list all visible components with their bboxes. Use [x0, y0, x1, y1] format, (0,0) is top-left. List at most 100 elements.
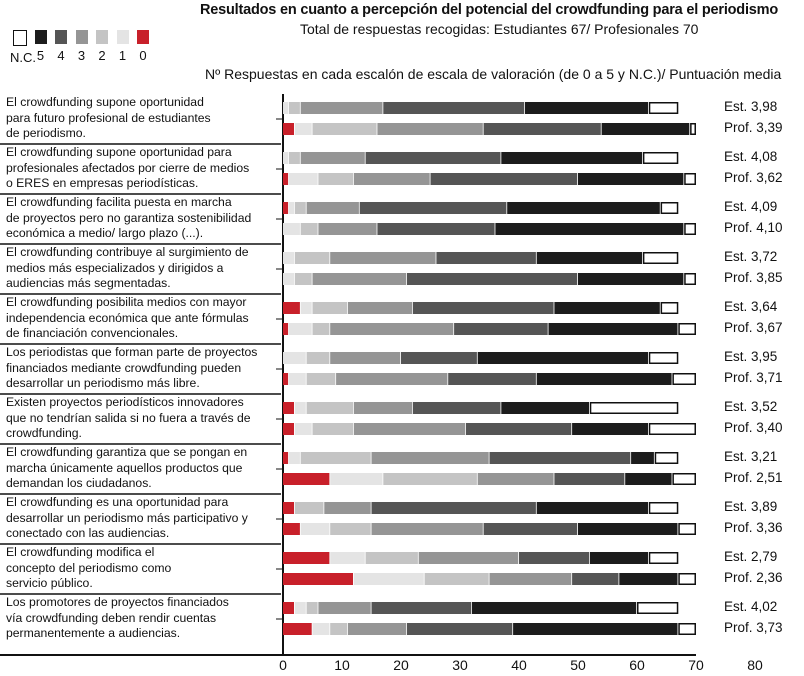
bar-segment-prof-2	[312, 423, 353, 435]
mean-score-est: Est. 3,21	[724, 449, 777, 464]
mean-value: 3,89	[751, 499, 778, 514]
bar-segment-prof-5	[578, 273, 684, 285]
bar-segment-est-0	[283, 552, 330, 564]
bar-segment-prof-1	[283, 223, 300, 235]
legend-entry-5: 5	[31, 30, 51, 63]
group-name: Est.	[724, 599, 752, 614]
row-label-line: de proyectos pero no garantiza sostenibi…	[6, 210, 252, 225]
legend-entry-2: 2	[92, 30, 112, 63]
bar-segment-prof-2	[424, 573, 489, 585]
bar-segment-est-3	[347, 302, 412, 314]
mean-score-est: Est. 3,52	[724, 399, 777, 414]
bar-segment-est-5	[524, 102, 648, 114]
bar-segment-est-5	[501, 402, 589, 414]
bar-segment-est-nc	[642, 252, 679, 264]
mean-value: 4,08	[751, 149, 778, 164]
bar-segment-est-5	[536, 252, 643, 264]
x-tick-label: 80	[747, 657, 763, 673]
row-label-line: independencia económica que ante fórmula…	[6, 310, 249, 325]
mean-value: 3,21	[751, 449, 778, 464]
bar-segment-prof-1	[283, 273, 294, 285]
group-name: Prof.	[724, 420, 757, 435]
mean-score-est: Est. 2,79	[724, 549, 777, 564]
bar-segment-prof-0	[283, 123, 294, 135]
x-tick-label: 50	[570, 657, 586, 673]
bar-segment-est-5	[501, 152, 643, 164]
bar-segment-est-nc	[637, 602, 679, 614]
bar-segment-prof-4	[554, 473, 625, 485]
legend-swatch	[96, 30, 108, 44]
legend-entry-1: 1	[113, 30, 133, 63]
row-label-line: de periodismo.	[6, 126, 86, 140]
bar-segment-est-4	[489, 452, 631, 464]
bar-segment-est-2	[294, 252, 330, 264]
bar-segment-prof-0	[283, 623, 312, 635]
bar-segment-prof-1	[288, 173, 318, 185]
bar-segment-est-3	[418, 552, 519, 564]
bar-segment-est-nc	[660, 202, 679, 214]
bar-segment-prof-4	[430, 173, 578, 185]
bar-segment-prof-5	[601, 123, 690, 135]
bar-segment-est-3	[300, 152, 365, 164]
bar-segment-prof-nc	[678, 323, 696, 335]
bar-segment-est-3	[371, 452, 489, 464]
bar-segment-est-1	[283, 252, 294, 264]
bar-segment-est-3	[324, 502, 371, 514]
mean-value: 3,71	[756, 370, 783, 385]
bar-segment-prof-5	[578, 523, 678, 535]
bar-segment-prof-nc	[690, 123, 696, 135]
group-name: Prof.	[724, 470, 757, 485]
bar-segment-est-5	[589, 552, 648, 564]
bar-segment-prof-3	[318, 223, 377, 235]
row-label-line: El crowdfunding posibilita medios con ma…	[6, 295, 247, 309]
row-label-line: financiados mediante crowdfunding pueden	[6, 360, 242, 375]
row-label-line: El crowdfunding contribuye al surgimient…	[6, 245, 249, 259]
legend-entry-0: 0	[133, 30, 153, 63]
bar-segment-est-2	[306, 352, 330, 364]
group-name: Est.	[724, 399, 752, 414]
mean-score-est: Est. 3,98	[724, 99, 777, 114]
row-label-line: de financiación convencionales.	[6, 326, 179, 340]
mean-score-prof: Prof. 4,10	[724, 220, 783, 235]
bar-segment-prof-nc	[672, 373, 697, 385]
row-label-line: Existen proyectos periodísticos innovado…	[6, 395, 244, 409]
mean-score-prof: Prof. 3,62	[724, 170, 783, 185]
bar-segment-prof-1	[294, 123, 312, 135]
bar-segment-est-5	[507, 202, 660, 214]
bar-segment-est-0	[283, 602, 294, 614]
bar-segment-prof-0	[283, 173, 289, 185]
bar-segment-est-3	[318, 602, 371, 614]
bar-segment-est-1	[283, 352, 306, 364]
row-label-line: vía crowdfunding deben rendir cuentas	[6, 610, 217, 625]
bar-segment-prof-2	[300, 223, 318, 235]
bar-segment-prof-nc	[684, 223, 697, 235]
legend-swatch	[34, 30, 47, 44]
bar-segment-est-0	[283, 452, 289, 464]
group-name: Est.	[724, 249, 752, 264]
bar-segment-est-3	[306, 202, 359, 214]
legend-label: N.C.	[10, 50, 36, 65]
mean-score-prof: Prof. 2,36	[724, 570, 783, 585]
group-name: Est.	[724, 549, 752, 564]
mean-value: 3,67	[756, 320, 783, 335]
bar-segment-prof-nc	[678, 623, 696, 635]
row-label-line: para futuro profesional de estudiantes	[6, 110, 211, 125]
bar-segment-prof-5	[619, 573, 678, 585]
bar-segment-est-1	[288, 202, 294, 214]
bar-segment-prof-4	[406, 273, 578, 285]
bar-segment-prof-1	[294, 423, 312, 435]
legend-entry-nc: N.C.	[10, 30, 36, 65]
group-name: Prof.	[724, 270, 757, 285]
legend-swatch	[55, 30, 67, 44]
mean-value: 3,39	[756, 120, 783, 135]
bar-segment-prof-5	[625, 473, 672, 485]
mean-value: 3,36	[756, 520, 783, 535]
mean-value: 3,85	[756, 270, 783, 285]
group-name: Est.	[724, 499, 752, 514]
bar-segment-prof-3	[353, 173, 430, 185]
bar-segment-prof-5	[572, 423, 648, 435]
bar-segment-est-2	[288, 102, 300, 114]
bar-segment-prof-2	[330, 623, 348, 635]
bar-segment-prof-3	[371, 523, 483, 535]
bar-segment-prof-4	[572, 573, 619, 585]
